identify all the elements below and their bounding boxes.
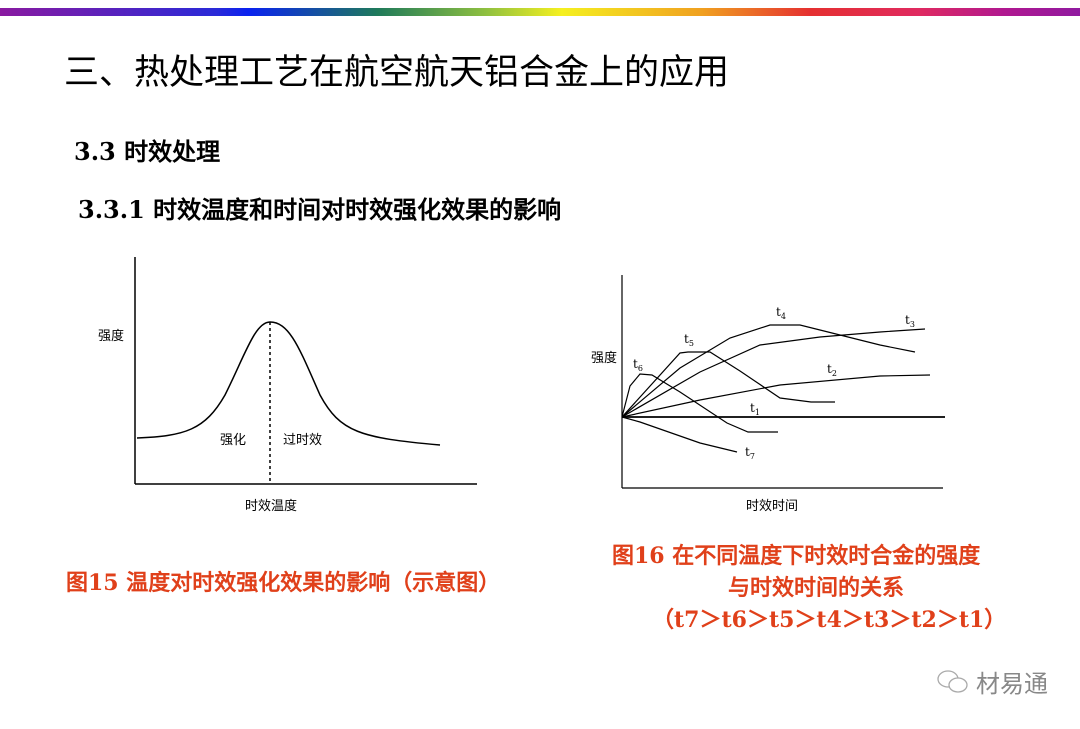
figure15-diagram	[134, 257, 477, 485]
watermark: 材易通	[936, 664, 1048, 699]
label-t3: t3	[905, 313, 915, 329]
figure16-diagram	[621, 275, 945, 489]
figure15-caption: 图15 温度对时效强化效果的影响（示意图）	[66, 570, 501, 596]
figure16-caption-line1: 图16 在不同温度下时效时合金的强度	[612, 543, 981, 569]
label-t2: t2	[827, 362, 837, 378]
label-t6: t6	[633, 357, 643, 373]
curve-t7	[621, 416, 738, 453]
curve-t6	[621, 373, 778, 433]
wechat-icon	[937, 669, 968, 693]
label-t5: t5	[684, 332, 694, 348]
label-t1: t1	[750, 401, 760, 417]
curve-t5	[621, 351, 835, 418]
watermark-text: 材易通	[976, 670, 1048, 698]
figure16-caption-line2: 与时效时间的关系	[728, 575, 905, 601]
strength-curve	[136, 321, 441, 446]
fig15-region-overaging: 过时效	[283, 433, 322, 448]
label-t4: t4	[776, 305, 786, 321]
fig16-xlabel: 时效时间	[746, 499, 798, 514]
curve-t3	[621, 328, 926, 418]
rainbow-header-bar	[0, 8, 1080, 16]
figure16-caption-line3: （t7＞t6＞t5＞t4＞t3＞t2＞t1）	[652, 607, 1007, 633]
section-heading: 3.3 时效处理	[74, 137, 221, 166]
curve-t2	[621, 374, 931, 418]
fig16-ylabel: 强度	[591, 350, 617, 366]
curve-labels: t1 t2 t3 t4 t5 t6 t7	[633, 305, 915, 461]
label-t7: t7	[745, 445, 755, 461]
fig15-xlabel: 时效温度	[245, 498, 297, 514]
slide-title: 三、热处理工艺在航空航天铝合金上的应用	[64, 53, 730, 93]
subsection-heading: 3.3.1 时效温度和时间对时效强化效果的影响	[78, 195, 562, 224]
fig15-ylabel: 强度	[98, 328, 124, 344]
fig15-region-strengthen: 强化	[220, 433, 246, 448]
curve-t4	[621, 324, 916, 418]
